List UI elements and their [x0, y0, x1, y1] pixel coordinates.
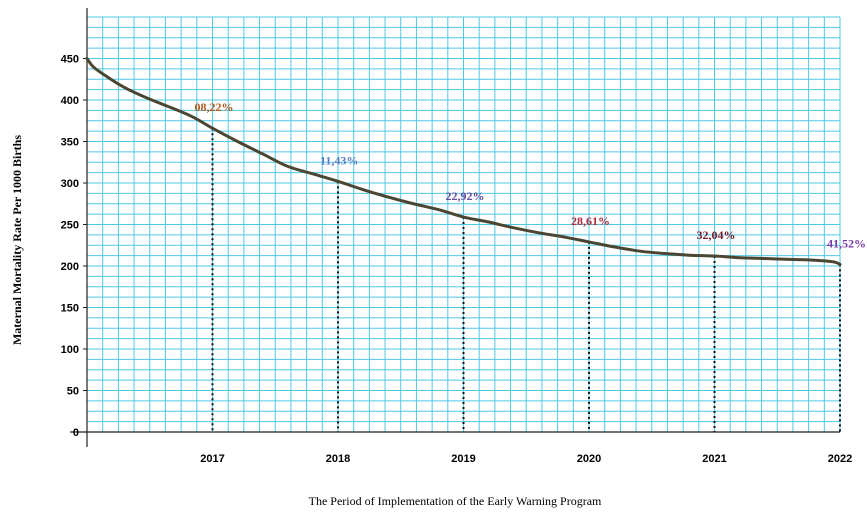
x-tick-label: 2018	[326, 453, 350, 465]
x-axis-label: The Period of Implementation of the Earl…	[309, 494, 602, 508]
data-label: 32,04%	[697, 228, 736, 242]
data-label: 11,43%	[320, 153, 358, 167]
y-tick-label: 450	[61, 54, 79, 66]
x-tick-label: 2021	[702, 453, 726, 465]
y-tick-label: 350	[61, 137, 79, 149]
data-label: 28,61%	[571, 214, 610, 228]
grid	[86, 16, 841, 432]
y-tick-label: 300	[61, 178, 79, 190]
y-tick-label: 100	[61, 344, 79, 356]
data-label: 41,52%	[827, 236, 866, 250]
y-tick-label: 0	[73, 427, 79, 439]
x-tick-label: 2020	[577, 453, 601, 465]
axes	[70, 8, 840, 447]
data-label: 08,22%	[195, 100, 234, 114]
x-tick-label: 2017	[200, 453, 224, 465]
x-tick-label: 2022	[828, 453, 852, 465]
y-tick-label: 150	[61, 303, 79, 315]
y-tick-label: 250	[61, 220, 79, 232]
dotted-drop-lines	[211, 128, 841, 432]
x-tick-label: 2019	[451, 453, 475, 465]
data-label: 22,92%	[446, 189, 485, 203]
y-tick-label: 50	[67, 386, 79, 398]
y-axis-label: Maternal Mortality Rate Per 1000 Births	[10, 135, 24, 345]
data-labels: 08,22% 11,43% 22,92% 28,61% 32,04% 41,52%	[195, 100, 867, 250]
tick-labels: 0 50 100 150 200 250 300 350 400 450 2017 2018 2019 2…	[61, 54, 853, 466]
y-tick-label: 200	[61, 261, 79, 273]
series-line	[85, 57, 842, 266]
series-line-group	[85, 57, 842, 266]
y-tick-label: 400	[61, 95, 79, 107]
